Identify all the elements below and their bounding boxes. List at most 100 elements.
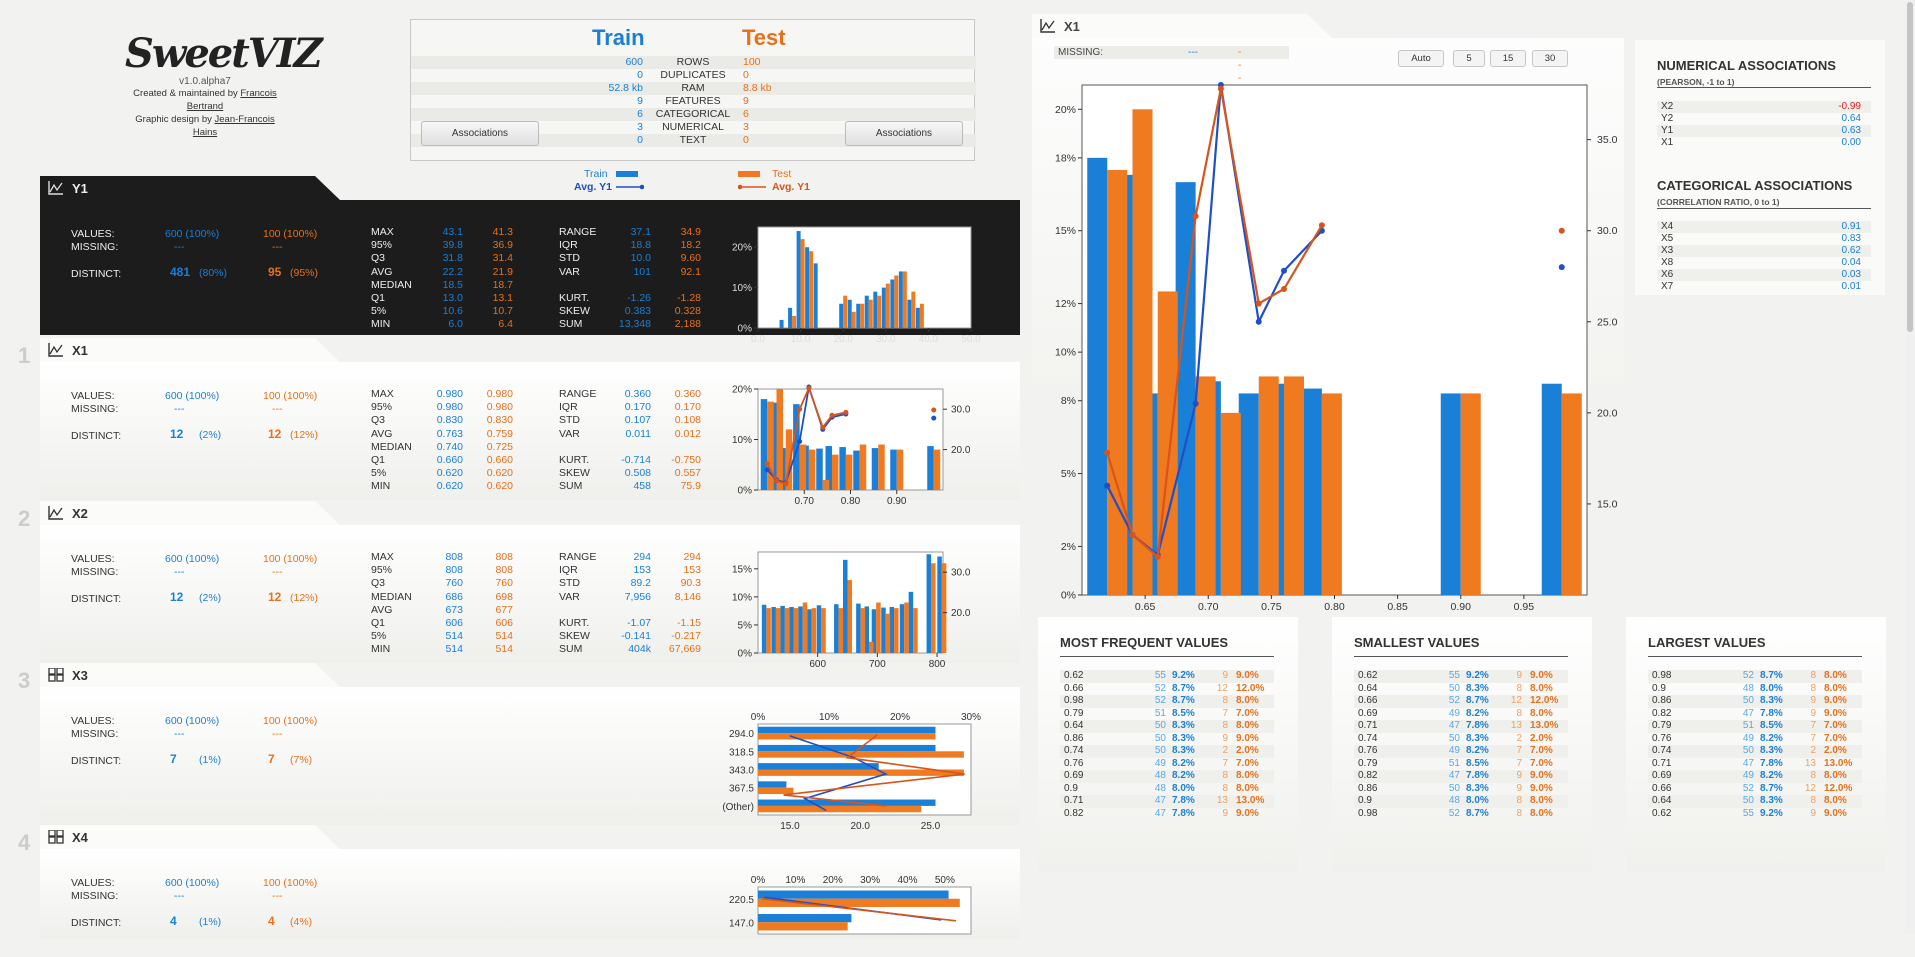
scrollbar[interactable]	[1905, 0, 1915, 934]
summary-test-value: 8.8 kb	[743, 82, 772, 94]
stat-train: 760	[445, 577, 463, 590]
distinct-test: 12	[268, 427, 282, 441]
train-bar	[760, 399, 768, 490]
test-bar	[885, 283, 890, 328]
stat-label: MIN	[371, 480, 391, 493]
y2-tick-label: 20.0	[951, 608, 971, 619]
avg-y1-point	[931, 407, 937, 413]
cell-train-count: 55	[1154, 670, 1166, 681]
feature-tab-x4[interactable]: X4	[40, 825, 360, 849]
values-train: 600 (100%)	[165, 553, 220, 565]
cell-train-count: 52	[1742, 782, 1754, 794]
stat-label: 95%	[371, 239, 393, 252]
author-link[interactable]: Francois Bertrand	[186, 88, 277, 112]
train-bar	[881, 607, 886, 653]
bins-button-30[interactable]: 30	[1532, 50, 1568, 67]
stat-test: 294	[683, 551, 701, 563]
train-bar	[864, 295, 869, 328]
feature-tab-x1[interactable]: X1	[40, 338, 360, 362]
table-row: 0.76 49 8.2% 7 7.0%	[1354, 745, 1568, 758]
avg-y1-point	[797, 406, 803, 412]
values-test: 100 (100%)	[263, 553, 318, 565]
cell-test-count: 8	[1516, 795, 1522, 806]
summary-test-value: 9	[743, 95, 749, 107]
distinct-train: 12	[170, 590, 184, 604]
categorical-assoc-title: CATEGORICAL ASSOCIATIONS	[1657, 178, 1853, 193]
test-bar	[758, 751, 964, 758]
cell-test-pct: 7.0%	[1530, 745, 1553, 756]
categorical-icon	[48, 830, 64, 844]
designer-link[interactable]: Jean-Francois Hains	[192, 114, 275, 138]
bins-button-15[interactable]: 15	[1490, 50, 1526, 67]
test-bar	[860, 608, 866, 653]
cell-train-count: 49	[1448, 745, 1460, 756]
cell-train-pct: 8.7%	[1172, 682, 1195, 694]
stat-test: 8,146	[674, 590, 701, 603]
feature-number: 2	[18, 506, 31, 531]
cell-test-pct: 9.0%	[1824, 707, 1847, 719]
table-row: 0.86 50 8.3% 9 9.0%	[1648, 695, 1862, 708]
x-tick-label: 30%	[860, 875, 880, 886]
feature-tab-x3[interactable]: X3	[40, 663, 360, 687]
feature-tab-x2[interactable]: X2	[40, 501, 360, 525]
cell-train-count: 47	[1154, 795, 1166, 806]
version-text: v1.0.alpha7	[179, 76, 231, 87]
cell-train-pct: 7.8%	[1466, 770, 1489, 781]
test-bar	[758, 922, 848, 931]
y-tick-label: 5%	[738, 620, 753, 631]
distinct-test: 7	[268, 752, 275, 766]
feature-tab-y1[interactable]: Y1	[40, 176, 360, 200]
y-tick-label: 2%	[1061, 541, 1076, 553]
test-bar	[894, 608, 899, 653]
stat-label: STD	[559, 252, 580, 265]
cell-value: 0.66	[1652, 782, 1672, 794]
cell-test-pct: 8.0%	[1824, 670, 1847, 681]
bins-button-auto[interactable]: Auto	[1398, 50, 1444, 67]
assoc-feature: Y2	[1661, 113, 1674, 124]
cell-test-count: 7	[1222, 757, 1228, 769]
test-bar	[766, 608, 771, 653]
train-bar	[758, 763, 879, 770]
assoc-row: X4 0.91	[1657, 221, 1871, 233]
cell-test-count: 7	[1810, 732, 1816, 744]
summary-label: TEXT	[679, 134, 707, 146]
stat-test: 0.725	[486, 440, 513, 453]
cell-test-pct: 13.0%	[1530, 720, 1559, 731]
cell-train-count: 50	[1448, 682, 1460, 694]
stat-label: STD	[559, 414, 580, 427]
stat-test: 808	[495, 564, 513, 577]
cell-train-count: 55	[1448, 670, 1460, 681]
table-row: 0.74 50 8.3% 2 2.0%	[1648, 745, 1862, 758]
cell-test-count: 2	[1222, 745, 1228, 756]
cell-train-pct: 7.8%	[1760, 757, 1783, 769]
cell-train-pct: 9.2%	[1760, 807, 1783, 819]
table-row: 0.9 48 8.0% 8 8.0%	[1354, 795, 1568, 808]
associations-button-train[interactable]: Associations	[421, 121, 539, 146]
test-bar	[941, 563, 947, 653]
cell-value: 0.64	[1652, 795, 1672, 806]
cell-train-count: 49	[1448, 707, 1460, 719]
x3-hbar-chart: 294.0 318.5 343.0 367.5 (Other) 0% 10% 20% 30% 15…	[718, 708, 981, 838]
cell-train-count: 47	[1154, 807, 1166, 819]
cell-test-pct: 9.0%	[1530, 670, 1553, 681]
assoc-value: 0.91	[1841, 221, 1861, 232]
train-bar	[915, 307, 920, 328]
cell-value: 0.98	[1652, 670, 1672, 681]
cell-test-count: 9	[1810, 807, 1816, 819]
cell-value: 0.74	[1064, 745, 1084, 756]
assoc-feature: X1	[1661, 137, 1674, 148]
cell-value: 0.86	[1358, 782, 1378, 794]
table-row: 0.76 49 8.2% 7 7.0%	[1060, 758, 1274, 771]
stat-train: 0.620	[436, 480, 463, 493]
cell-test-pct: 9.0%	[1824, 695, 1847, 706]
stat-test: 10.7	[492, 305, 513, 318]
bins-button-5[interactable]: 5	[1453, 50, 1485, 67]
feature-title: X3	[72, 668, 88, 683]
cell-train-count: 49	[1742, 732, 1754, 744]
assoc-value: 0.01	[1841, 281, 1861, 292]
test-bar	[869, 641, 874, 653]
distinct-train-pct: (1%)	[199, 754, 222, 766]
scrollbar-thumb[interactable]	[1907, 2, 1913, 332]
associations-button-test[interactable]: Associations	[845, 121, 963, 146]
detail-tab[interactable]: X1	[1032, 14, 1332, 38]
